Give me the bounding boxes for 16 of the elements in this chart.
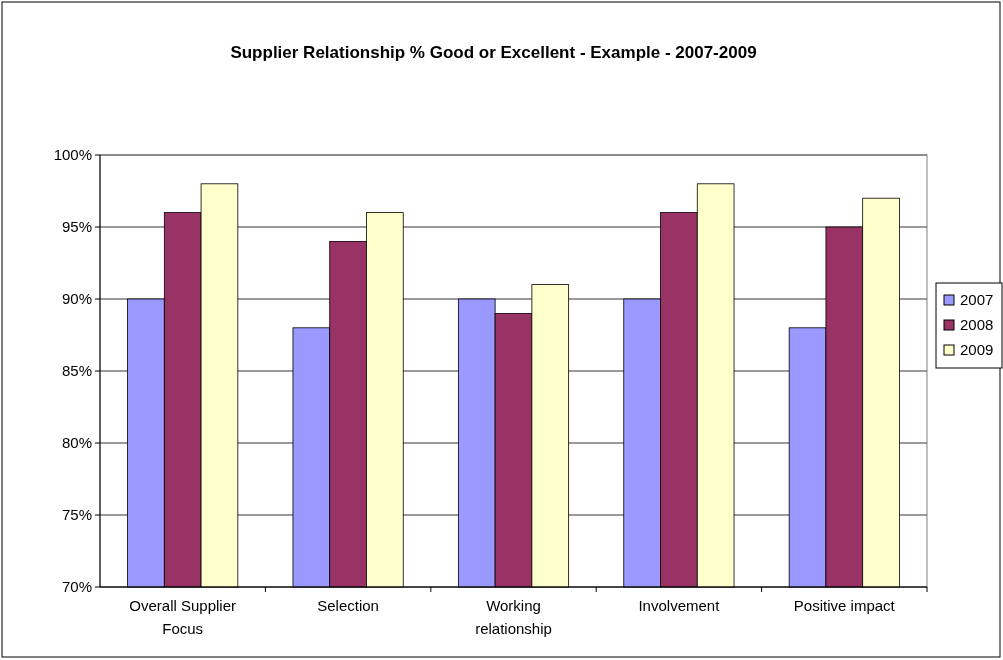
legend-label: 2009 bbox=[960, 341, 994, 359]
x-tick-label: Selection bbox=[317, 597, 379, 614]
x-tick-label: Overall Supplier Focus bbox=[129, 597, 237, 637]
x-tick-label: Involvement bbox=[638, 597, 721, 614]
legend-label: 2008 bbox=[960, 316, 994, 334]
x-tick-label: Positive impact bbox=[793, 597, 896, 614]
y-tick-label: 80% bbox=[61, 434, 92, 452]
y-tick-label: 100% bbox=[53, 146, 92, 164]
y-tick-label: 75% bbox=[61, 506, 92, 524]
y-tick-label: 70% bbox=[61, 578, 92, 596]
x-tick-label: Working relationship bbox=[475, 597, 552, 637]
legend-label: 2007 bbox=[960, 291, 994, 309]
chart-title: Supplier Relationship % Good or Excellent - Example - 2007-2009 bbox=[230, 43, 757, 62]
y-tick-label: 95% bbox=[61, 218, 92, 236]
y-tick-label: 85% bbox=[61, 362, 92, 380]
y-tick-label: 90% bbox=[61, 290, 92, 308]
